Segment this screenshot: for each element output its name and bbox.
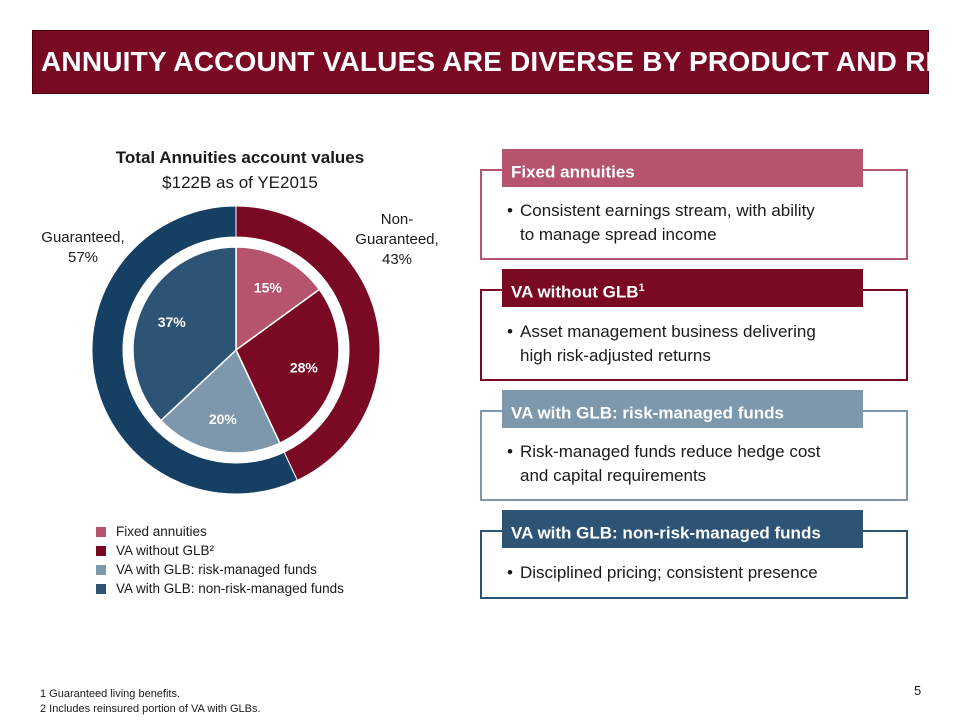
legend-swatch bbox=[96, 584, 106, 594]
guaranteed-annotation-line2: 57% bbox=[67, 249, 99, 266]
bullet-dot: • bbox=[507, 442, 513, 461]
va-non-risk-managed-bullet-line1: Disciplined pricing; consistent presence bbox=[520, 563, 818, 582]
legend-label: VA without GLB² bbox=[116, 543, 215, 558]
page-title: ANNUITY ACCOUNT VALUES ARE DIVERSE BY PR… bbox=[41, 46, 960, 77]
va-non-risk-managed-bullet: • Disciplined pricing; consistent presen… bbox=[507, 561, 818, 585]
va-non-risk-managed-header-text: VA with GLB: non-risk-managed funds bbox=[511, 523, 821, 543]
va-without-glb-bullet-line2: high risk-adjusted returns bbox=[520, 346, 711, 365]
legend-swatch bbox=[96, 527, 106, 537]
legend-swatch bbox=[96, 546, 106, 556]
va-risk-managed-header-text: VA with GLB: risk-managed funds bbox=[511, 403, 784, 423]
non-guaranteed-annotation-line3: 43% bbox=[381, 251, 413, 268]
guaranteed-annotation: Guaranteed, 57% bbox=[28, 228, 138, 268]
va-without-glb-header-sup: 1 bbox=[638, 282, 645, 294]
chart-title: Total Annuities account values bbox=[115, 148, 365, 167]
footnote-1: 1 Guaranteed living benefits. bbox=[40, 688, 181, 700]
chart-title-block: Total Annuities account values $122B as … bbox=[60, 145, 420, 195]
va-risk-managed-header: VA with GLB: risk-managed funds bbox=[502, 390, 863, 428]
slice-label-va-non-risk-managed: 37% bbox=[158, 314, 187, 330]
pie-slice-fixed-annuities bbox=[235, 246, 321, 352]
legend-label: VA with GLB: non-risk-managed funds bbox=[116, 581, 344, 596]
fixed-annuities-header-text: Fixed annuities bbox=[511, 162, 635, 182]
slice-label-va-risk-managed: 20% bbox=[209, 411, 238, 427]
fixed-annuities-header: Fixed annuities bbox=[502, 149, 863, 187]
fixed-annuities-bullet: • Consistent earnings stream, with abili… bbox=[507, 199, 815, 247]
guaranteed-annotation-line1: Guaranteed, bbox=[41, 229, 125, 246]
va-non-risk-managed-header: VA with GLB: non-risk-managed funds bbox=[502, 510, 863, 548]
legend-item: VA with GLB: risk-managed funds bbox=[96, 560, 344, 579]
va-without-glb-header-text: VA without GLB bbox=[511, 282, 639, 302]
fixed-annuities-bullet-line2: to manage spread income bbox=[520, 225, 717, 244]
va-risk-managed-bullet-line2: and capital requirements bbox=[520, 466, 707, 485]
va-without-glb-bullet-line1: Asset management business delivering bbox=[520, 322, 816, 341]
legend-swatch bbox=[96, 565, 106, 575]
bullet-dot: • bbox=[507, 322, 513, 341]
va-risk-managed-bullet-line1: Risk-managed funds reduce hedge cost bbox=[520, 442, 821, 461]
chart-subtitle: $122B as of YE2015 bbox=[162, 173, 318, 192]
slice-label-va-without-glb: 28% bbox=[290, 359, 319, 375]
legend-label: VA with GLB: risk-managed funds bbox=[116, 562, 317, 577]
bullet-dot: • bbox=[507, 201, 513, 220]
va-risk-managed-bullet: • Risk-managed funds reduce hedge cost a… bbox=[507, 440, 821, 488]
legend-item: Fixed annuities bbox=[96, 522, 344, 541]
legend-item: VA with GLB: non-risk-managed funds bbox=[96, 579, 344, 598]
annuity-donut-chart: 15% 28% 20% 37% bbox=[91, 205, 381, 495]
outer-ring-guaranteed bbox=[91, 205, 298, 495]
non-guaranteed-annotation-line2: Guaranteed, bbox=[355, 231, 439, 248]
legend-item: VA without GLB² bbox=[96, 541, 344, 560]
non-guaranteed-annotation-line1: Non- bbox=[380, 211, 414, 228]
pie-slice-va-risk-managed bbox=[159, 348, 281, 454]
bullet-dot: • bbox=[507, 563, 513, 582]
pie-slice-va-non-risk-managed bbox=[132, 246, 237, 422]
va-without-glb-bullet: • Asset management business delivering h… bbox=[507, 320, 816, 368]
footnote-2: 2 Includes reinsured portion of VA with … bbox=[40, 703, 261, 715]
legend-label: Fixed annuities bbox=[116, 524, 207, 539]
pie-slice-va-without-glb bbox=[235, 288, 340, 445]
va-without-glb-header: VA without GLB1 bbox=[502, 269, 863, 307]
page-number: 5 bbox=[914, 683, 922, 698]
slice-label-fixed-annuities: 15% bbox=[254, 280, 283, 296]
fixed-annuities-bullet-line1: Consistent earnings stream, with ability bbox=[520, 201, 815, 220]
chart-legend: Fixed annuities VA without GLB² VA with GL… bbox=[96, 522, 344, 598]
non-guaranteed-annotation: Non- Guaranteed, 43% bbox=[343, 210, 451, 270]
title-bar: ANNUITY ACCOUNT VALUES ARE DIVERSE BY PR… bbox=[32, 30, 960, 94]
